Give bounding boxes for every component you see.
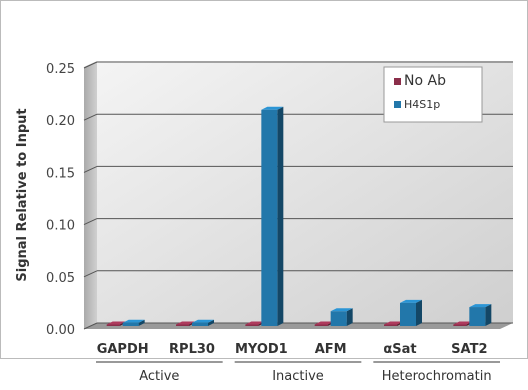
legend-box xyxy=(383,66,483,123)
y-axis-label: Signal Relative to Input xyxy=(15,108,30,281)
legend: No Ab H4S1p xyxy=(383,66,483,123)
y-axis-ticks: 0.00 0.05 0.10 0.15 0.20 0.25 xyxy=(46,62,75,338)
y-tick-label: 0.20 xyxy=(46,114,75,129)
y-tick-label: 0.05 xyxy=(46,271,75,286)
bar-h4s1p-0 xyxy=(122,319,145,326)
plot-side-wall xyxy=(84,61,97,329)
bar-h4s1p-5 xyxy=(469,304,492,326)
bar-h4s1p-4 xyxy=(400,299,422,326)
legend-label-no-ab: No Ab xyxy=(404,73,446,89)
bars xyxy=(106,106,492,326)
group-label: Heterochromatin xyxy=(382,369,492,384)
y-tick-label: 0.25 xyxy=(46,62,75,77)
x-axis-categories: GAPDH RPL30 MYOD1 AFM αSat SAT2 xyxy=(97,342,488,357)
legend-swatch-no-ab xyxy=(394,78,401,85)
x-category-label: MYOD1 xyxy=(235,342,288,357)
grid-line-side xyxy=(83,113,98,121)
y-tick-label: 0.10 xyxy=(46,219,75,234)
legend-swatch-h4s1p xyxy=(394,101,401,108)
group-label: Inactive xyxy=(272,369,324,384)
y-tick-label: 0.15 xyxy=(46,166,75,181)
grid-line-side xyxy=(83,270,98,278)
x-category-label: GAPDH xyxy=(97,342,149,357)
bar-h4s1p-3 xyxy=(330,308,353,326)
bar-h4s1p-2 xyxy=(261,106,284,326)
grid-line-side xyxy=(83,218,98,226)
plot-floor xyxy=(84,323,513,329)
x-category-label: αSat xyxy=(383,342,416,357)
group-label: Active xyxy=(139,369,179,384)
grid-line-side xyxy=(83,322,98,330)
x-category-label: RPL30 xyxy=(169,342,215,357)
category-groups: Active Inactive Heterochromatin xyxy=(96,361,500,384)
grid-line-side xyxy=(83,61,98,69)
y-tick-label: 0.00 xyxy=(46,323,75,338)
grid-line-side xyxy=(83,165,98,173)
x-category-label: AFM xyxy=(315,342,347,357)
x-category-label: SAT2 xyxy=(451,342,487,357)
bar-h4s1p-1 xyxy=(192,319,214,326)
legend-label-h4s1p: H4S1p xyxy=(404,98,440,111)
